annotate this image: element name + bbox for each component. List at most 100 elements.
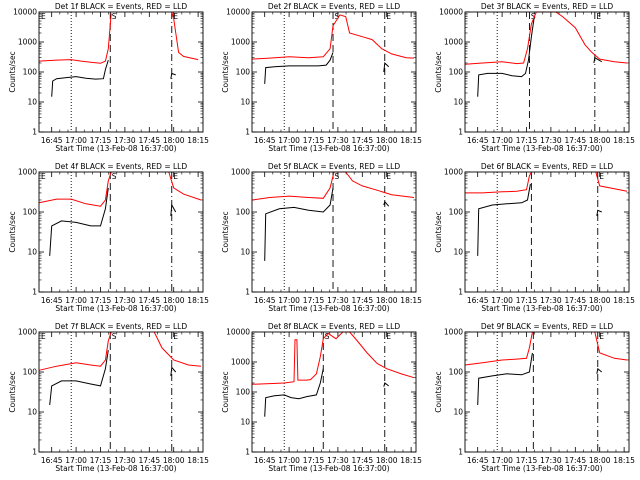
y-tick-label: 1000: [444, 328, 463, 337]
y-tick-label: 100: [23, 208, 38, 217]
marker-label: E: [173, 172, 178, 181]
y-tick-label: 1: [245, 288, 250, 297]
marker-label: S: [112, 332, 117, 341]
x-axis-label: Start Time (13-Feb-08 16:37:00): [55, 464, 176, 473]
x-tick-label: 17:15: [90, 136, 112, 145]
y-axis-label: Counts/sec: [8, 211, 17, 252]
y-tick-label: 10: [453, 248, 463, 257]
series-events-line: [383, 61, 390, 73]
x-tick-label: 17:30: [114, 456, 136, 465]
x-tick-label: 17:15: [303, 296, 325, 305]
y-tick-label: 10: [240, 418, 250, 427]
series-events-line: [170, 203, 177, 216]
series-events-line: [264, 187, 334, 261]
x-tick-label: 17:15: [90, 296, 112, 305]
series-events-line: [477, 352, 533, 406]
series-lld-line: [595, 171, 628, 192]
panel-title: Det 2f BLACK = Events, RED = LLD: [268, 2, 401, 11]
y-tick-label: 1000: [231, 358, 250, 367]
series-events-line: [264, 368, 324, 417]
marker-label: E: [599, 172, 604, 181]
x-tick-label: 18:15: [400, 136, 422, 145]
series-lld-line: [594, 331, 628, 361]
x-tick-label: 17:30: [540, 456, 562, 465]
x-tick-label: 18:00: [589, 456, 611, 465]
y-tick-label: 100: [449, 208, 464, 217]
x-tick-label: 17:15: [516, 456, 538, 465]
marker-label: E: [599, 332, 604, 341]
panel-det-5: Det 5f BLACK = Events, RED = LLD 1 10 100 10…: [221, 162, 422, 313]
panel-title: Det 6f BLACK = Events, RED = LLD: [481, 162, 614, 171]
x-tick-label: 18:00: [163, 296, 185, 305]
plot-frame: [464, 171, 630, 293]
x-axis-label: Start Time (13-Feb-08 16:37:00): [268, 144, 389, 153]
y-tick-label: 10000: [439, 8, 463, 17]
panel-title: Det 7f BLACK = Events, RED = LLD: [55, 322, 188, 331]
y-tick-label: 1: [32, 448, 37, 457]
plot-frame: [251, 11, 417, 133]
x-axis-label: Start Time (13-Feb-08 16:37:00): [481, 144, 602, 153]
y-axis-label: Counts/sec: [221, 371, 230, 412]
y-tick-label: 1: [245, 128, 250, 137]
series-events-line: [477, 16, 535, 97]
x-tick-label: 17:45: [564, 136, 586, 145]
x-tick-label: 17:30: [114, 136, 136, 145]
y-axis-label: Counts/sec: [221, 51, 230, 92]
y-tick-label: 100: [236, 208, 251, 217]
panel-title: Det 3f BLACK = Events, RED = LLD: [481, 2, 614, 11]
y-tick-label: 10000: [226, 8, 250, 17]
plot-frame: [464, 331, 630, 453]
x-tick-label: 17:00: [65, 456, 87, 465]
y-tick-label: 1000: [18, 38, 37, 47]
series-lld-line: [251, 331, 415, 385]
y-tick-label: 100: [236, 388, 251, 397]
x-tick-label: 18:15: [613, 136, 635, 145]
y-tick-label: 1: [458, 288, 463, 297]
panel-title: Det 4f BLACK = Events, RED = LLD: [55, 162, 188, 171]
marker-label: E: [386, 332, 391, 341]
series-lld-line: [153, 331, 202, 367]
series-lld-line: [38, 13, 112, 64]
x-tick-label: 18:00: [589, 136, 611, 145]
series-lld-line: [168, 171, 202, 201]
x-tick-label: 17:30: [327, 136, 349, 145]
series-lld-line: [171, 11, 199, 61]
marker-label: S: [325, 332, 330, 341]
x-tick-label: 16:45: [467, 136, 489, 145]
panel-det-6: Det 6f BLACK = Events, RED = LLD 1 10 100 10…: [434, 162, 635, 313]
x-tick-label: 17:15: [303, 136, 325, 145]
y-axis-label: Counts/sec: [221, 211, 230, 252]
x-tick-label: 17:30: [540, 136, 562, 145]
panel-det-9: Det 9f BLACK = Events, RED = LLD 1 10 100 10…: [434, 322, 635, 473]
y-axis-label: Counts/sec: [434, 51, 443, 92]
y-tick-label: 1000: [444, 38, 463, 47]
series-events-line: [593, 56, 602, 64]
y-tick-label: 100: [449, 368, 464, 377]
y-tick-label: 1: [245, 448, 250, 457]
x-tick-label: 18:15: [187, 456, 209, 465]
plot-frame: [38, 11, 204, 133]
x-tick-label: 18:00: [376, 456, 398, 465]
x-tick-label: 17:00: [278, 136, 300, 145]
y-axis-label: Counts/sec: [8, 51, 17, 92]
x-tick-label: 18:00: [163, 136, 185, 145]
x-tick-label: 17:45: [564, 456, 586, 465]
marker-label: S: [112, 12, 117, 21]
series-lld-line: [464, 331, 533, 366]
series-lld-line: [465, 171, 532, 194]
y-tick-label: 1: [32, 128, 37, 137]
y-tick-label: 100: [23, 68, 38, 77]
corner-label: E: [41, 172, 46, 181]
x-axis-label: Start Time (13-Feb-08 16:37:00): [481, 304, 602, 313]
y-tick-label: 100: [449, 68, 464, 77]
series-events-line: [477, 183, 531, 256]
x-tick-label: 17:15: [516, 136, 538, 145]
x-tick-label: 17:45: [564, 296, 586, 305]
marker-label: E: [386, 12, 391, 21]
x-tick-label: 18:00: [163, 456, 185, 465]
series-events-line: [264, 52, 334, 84]
marker-label: E: [596, 12, 601, 21]
x-tick-label: 17:00: [491, 296, 513, 305]
marker-label: E: [173, 332, 178, 341]
x-tick-label: 18:15: [613, 296, 635, 305]
